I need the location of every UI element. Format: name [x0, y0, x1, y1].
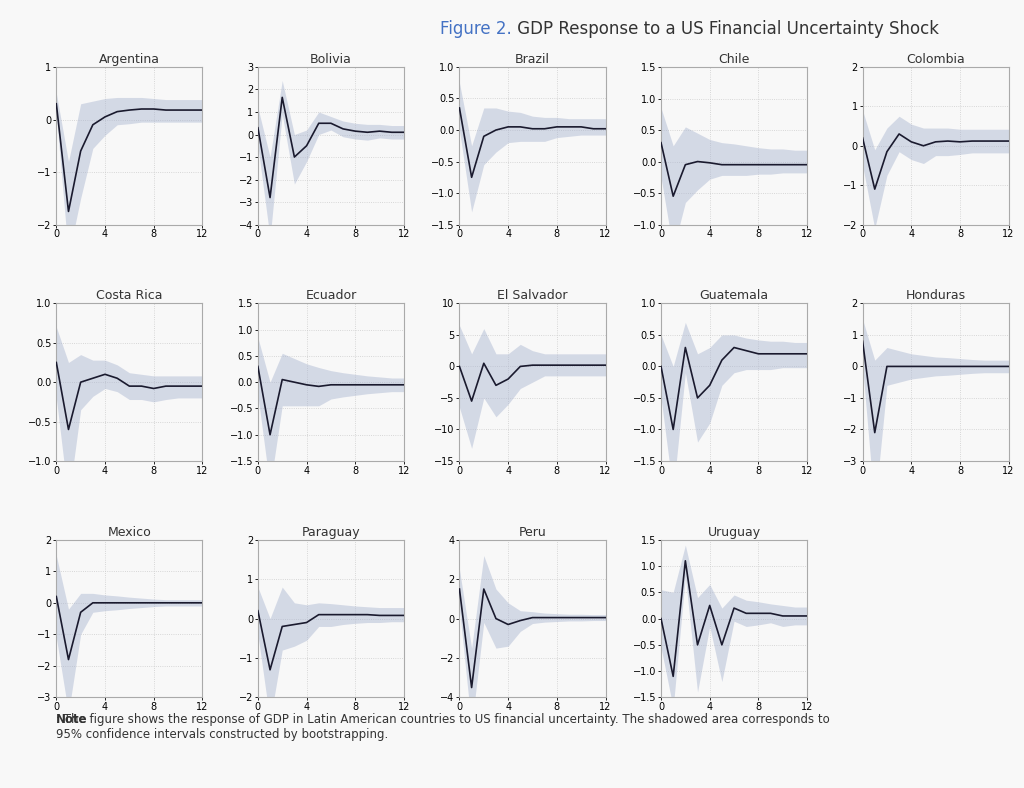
Text: : The figure shows the response of GDP in Latin American countries to US financi: : The figure shows the response of GDP i… [56, 713, 830, 742]
Title: Costa Rica: Costa Rica [96, 289, 163, 303]
Text: Note: Note [56, 713, 88, 726]
Title: Paraguay: Paraguay [302, 526, 360, 539]
Text: Figure 2.: Figure 2. [440, 20, 512, 38]
Title: Uruguay: Uruguay [708, 526, 761, 539]
Title: Bolivia: Bolivia [310, 53, 352, 66]
Text: GDP Response to a US Financial Uncertainty Shock: GDP Response to a US Financial Uncertain… [512, 20, 939, 38]
Title: Argentina: Argentina [99, 53, 160, 66]
Title: Chile: Chile [719, 53, 750, 66]
Title: Peru: Peru [518, 526, 547, 539]
Title: Honduras: Honduras [905, 289, 966, 303]
Title: Ecuador: Ecuador [305, 289, 356, 303]
Title: El Salvador: El Salvador [498, 289, 567, 303]
Title: Mexico: Mexico [108, 526, 152, 539]
Title: Colombia: Colombia [906, 53, 965, 66]
Title: Guatemala: Guatemala [699, 289, 769, 303]
Title: Brazil: Brazil [515, 53, 550, 66]
